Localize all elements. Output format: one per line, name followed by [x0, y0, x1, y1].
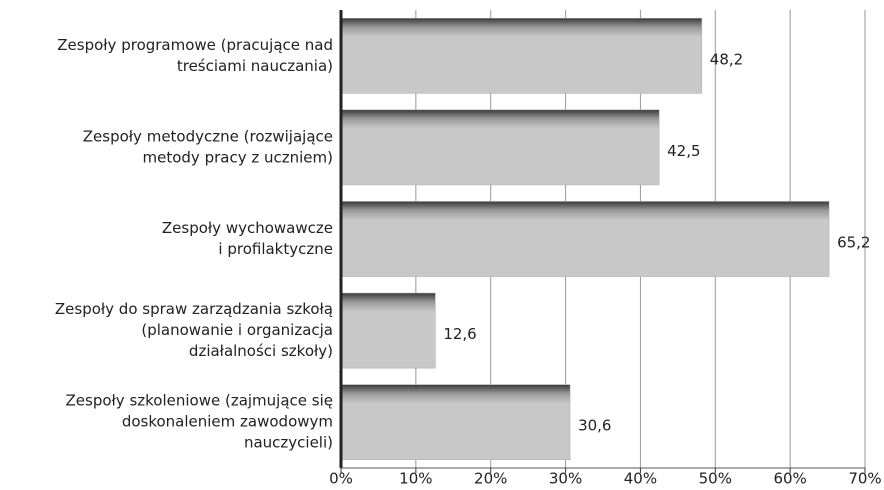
x-tick-label: 20%: [474, 470, 507, 487]
x-tick-label: 40%: [624, 470, 657, 487]
data-label: 12,6: [443, 325, 476, 343]
y-tick-label: nauczycieli): [244, 434, 333, 452]
x-tick-label: 10%: [399, 470, 432, 487]
y-tick-label: Zespoły do spraw zarządzania szkołą: [55, 300, 333, 318]
bar: [340, 292, 436, 369]
bar: [340, 17, 703, 94]
x-tick-label: 0%: [329, 470, 353, 487]
data-label: 30,6: [578, 417, 611, 435]
data-label: 48,2: [710, 50, 743, 68]
bar: [340, 201, 830, 277]
y-tick-label: i profilaktyczne: [218, 240, 333, 258]
bar: [340, 384, 571, 461]
y-tick-label: (planowanie i organizacja: [141, 321, 333, 339]
y-tick-label: Zespoły szkoleniowe (zajmujące się: [66, 392, 333, 410]
y-tick-label: działalności szkoły): [189, 342, 333, 360]
y-tick-label: Zespoły wychowawcze: [162, 219, 333, 237]
y-tick-label: Zespoły programowe (pracujące nad: [57, 36, 333, 54]
x-tick-label: 70%: [848, 470, 881, 487]
data-label: 42,5: [667, 142, 700, 160]
x-tick-label: 50%: [699, 470, 732, 487]
y-tick-label: Zespoły metodyczne (rozwijające: [83, 127, 333, 145]
y-tick-label: metody pracy z uczniem): [143, 148, 333, 166]
y-tick-label: doskonaleniem zawodowym: [122, 413, 333, 431]
bar: [340, 109, 660, 186]
y-tick-label: treściami nauczania): [177, 57, 333, 75]
data-label: 65,2: [837, 234, 870, 252]
x-tick-label: 60%: [773, 470, 806, 487]
x-tick-label: 30%: [549, 470, 582, 487]
